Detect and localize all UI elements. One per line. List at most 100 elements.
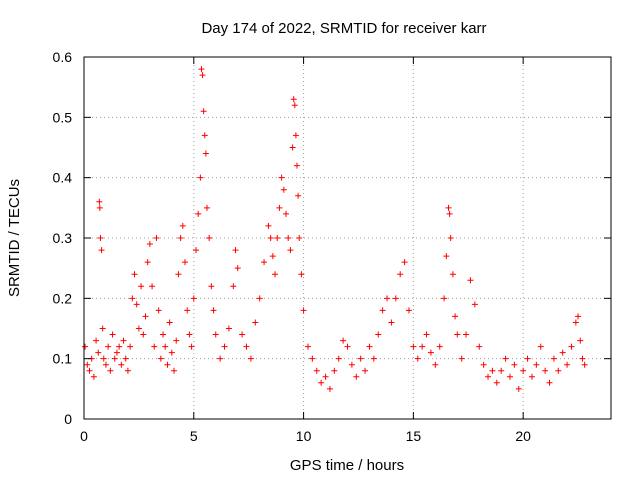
data-point — [243, 343, 250, 350]
data-point — [458, 355, 465, 362]
data-point — [109, 331, 116, 338]
data-point — [489, 367, 496, 374]
y-axis-label: SRMTID / TECUs — [6, 179, 23, 297]
chart-title: Day 174 of 2022, SRMTID for receiver kar… — [201, 20, 486, 37]
data-point — [564, 361, 571, 368]
data-point — [577, 337, 584, 344]
data-point — [190, 295, 197, 302]
data-point — [98, 247, 105, 254]
plot-frame — [83, 56, 612, 420]
data-point — [225, 325, 232, 332]
data-point — [446, 210, 453, 217]
data-point — [197, 174, 204, 181]
data-point — [340, 337, 347, 344]
data-point — [427, 349, 434, 356]
data-point — [485, 373, 492, 380]
data-point — [122, 355, 129, 362]
data-point — [467, 277, 474, 284]
data-point — [113, 349, 120, 356]
data-point — [86, 367, 93, 374]
data-point — [153, 235, 160, 241]
data-point — [131, 271, 138, 278]
data-point — [379, 307, 386, 314]
data-point — [184, 307, 191, 314]
data-point — [498, 367, 505, 374]
data-point — [357, 355, 364, 362]
data-point — [182, 259, 189, 266]
data-point — [210, 307, 217, 314]
y-tick-label: 0 — [64, 411, 72, 427]
data-point — [366, 343, 373, 350]
x-axis-label: GPS time / hours — [290, 457, 404, 474]
data-point — [432, 361, 439, 368]
data-point — [572, 319, 579, 326]
grid-lines — [84, 57, 611, 419]
data-point — [401, 259, 408, 266]
data-point — [234, 265, 241, 272]
data-point — [397, 271, 404, 278]
data-point — [524, 355, 531, 362]
data-point — [97, 235, 104, 241]
data-point — [291, 102, 298, 109]
data-point — [471, 301, 478, 308]
data-point — [173, 337, 180, 344]
data-point — [118, 361, 125, 368]
data-point — [392, 295, 399, 302]
data-point — [289, 144, 296, 151]
data-point — [295, 192, 302, 199]
data-point — [276, 204, 283, 211]
data-point — [129, 295, 136, 302]
data-point — [331, 367, 338, 374]
data-point — [581, 361, 588, 368]
data-point — [419, 343, 426, 350]
data-point — [322, 373, 329, 380]
data-point — [384, 295, 391, 302]
x-tick-label: 15 — [406, 428, 422, 444]
x-tick-label: 20 — [515, 428, 531, 444]
data-point — [162, 343, 169, 350]
data-points — [82, 66, 588, 392]
data-point — [559, 349, 566, 356]
data-point — [304, 343, 311, 350]
data-point — [256, 295, 263, 302]
data-point — [142, 313, 149, 320]
data-point — [344, 343, 351, 350]
data-point — [443, 253, 450, 260]
x-tick-label: 5 — [190, 428, 198, 444]
data-point — [107, 367, 114, 374]
data-point — [135, 325, 142, 332]
data-point — [192, 247, 199, 254]
data-point — [280, 186, 287, 193]
y-tick-label: 0.4 — [53, 170, 73, 186]
data-point — [221, 343, 228, 350]
data-point — [201, 132, 208, 139]
data-point — [300, 307, 307, 314]
data-point — [151, 343, 158, 350]
data-point — [528, 373, 535, 380]
data-point — [441, 295, 448, 302]
data-point — [232, 247, 239, 254]
data-point — [272, 271, 279, 278]
data-point — [293, 162, 300, 169]
data-point — [138, 283, 145, 290]
data-point — [575, 313, 582, 320]
data-point — [502, 355, 509, 362]
data-point — [285, 235, 292, 241]
data-point — [493, 379, 500, 386]
data-point — [292, 132, 299, 139]
data-point — [171, 367, 178, 374]
data-point — [155, 307, 162, 314]
data-point — [160, 331, 167, 338]
data-point — [212, 331, 219, 338]
data-point — [463, 331, 470, 338]
data-point — [217, 355, 224, 362]
y-tick-label: 0.5 — [53, 109, 73, 125]
data-point — [157, 355, 164, 362]
data-point — [362, 367, 369, 374]
data-point — [179, 222, 186, 229]
data-point — [423, 331, 430, 338]
data-point — [278, 174, 285, 181]
data-point — [318, 379, 325, 386]
data-point — [445, 204, 452, 211]
data-point — [252, 319, 259, 326]
